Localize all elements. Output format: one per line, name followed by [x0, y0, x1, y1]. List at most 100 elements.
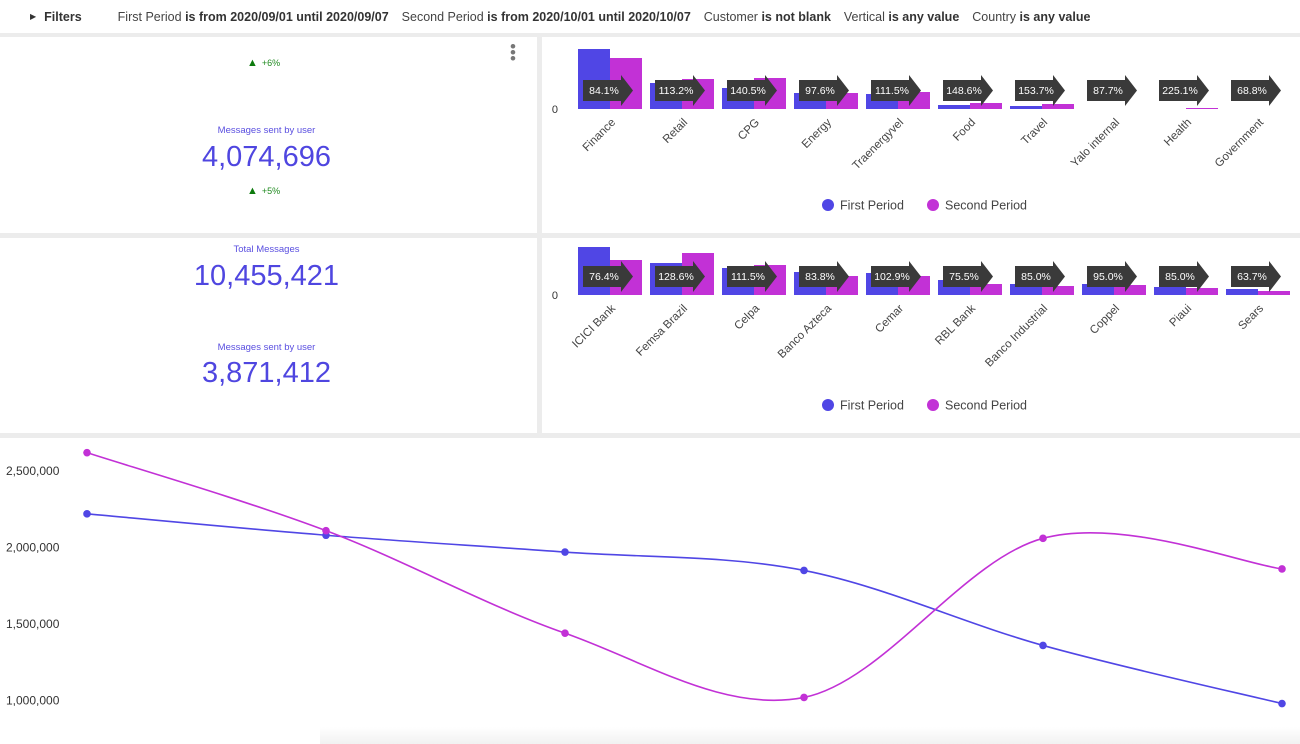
category-label: Traenergyvel [850, 117, 906, 173]
more-options-icon[interactable]: • • • [510, 37, 516, 68]
change-arrow-badge [727, 261, 777, 292]
change-arrow-badge [1159, 75, 1209, 106]
change-arrow-badge [655, 75, 705, 106]
point-second-period [83, 448, 91, 457]
change-percent-label: 111.5% [875, 85, 909, 97]
category-label: Retail [661, 117, 690, 146]
category-label: Banco Azteca [776, 302, 835, 361]
filters-title[interactable]: Filters [44, 9, 82, 24]
change-percent-label: 75.5% [949, 271, 979, 283]
total-messages-value: 10,455,421 [193, 260, 340, 292]
bar-second-period [1186, 108, 1218, 109]
delta-value: +6% [261, 58, 281, 68]
change-percent-label: 97.6% [805, 85, 835, 97]
kpi-tile-bottom: Total Messages 10,455,421 Messages sent … [0, 238, 537, 433]
change-arrow-badge [583, 261, 633, 292]
change-arrow-badge [1159, 261, 1209, 292]
filter-vertical[interactable]: Vertical is any value [843, 9, 960, 24]
vertical-bar-chart: 0 84.1% Finance 113.2% Retail 140.5% CPG 97.6% E… [552, 49, 1281, 213]
filter-customer[interactable]: Customer is not blank [703, 9, 831, 24]
category-label: Finance [581, 117, 618, 154]
y-tick-label: 1,500,000 [6, 617, 60, 631]
point-first-period [1278, 699, 1286, 708]
category-label: Banco Industrial [983, 303, 1050, 370]
change-percent-label: 225.1% [1162, 85, 1198, 97]
category-label: Energy [800, 116, 834, 150]
change-arrow-badge [1231, 75, 1281, 106]
kpi-label: Messages sent by user [217, 342, 316, 353]
category-label: Cemar [873, 303, 906, 336]
point-second-period [1039, 534, 1047, 543]
legend-label-first-period: First Period [840, 199, 904, 213]
legend-dot-second-period [927, 399, 939, 411]
change-arrow-badge [655, 261, 705, 292]
point-second-period [800, 693, 808, 702]
bar-second-period [1186, 288, 1218, 295]
delta-indicator-top: ▲ +6% [247, 57, 280, 69]
kpi-value: 4,074,696 [201, 141, 331, 173]
messages-line-chart: 1,000,000 1,500,000 2,000,000 2,500,000 [6, 448, 1286, 708]
category-label: Coppel [1088, 303, 1122, 337]
category-label: Government [1213, 116, 1267, 170]
change-arrow-badge [583, 75, 633, 106]
filter-second-period[interactable]: Second Period is from 2020/10/01 until 2… [401, 9, 691, 24]
change-percent-label: 128.6% [658, 271, 694, 283]
point-first-period [1039, 641, 1047, 650]
change-arrow-badge [1231, 261, 1281, 292]
change-percent-label: 76.4% [589, 271, 619, 283]
vertical-bar-chart-tile: 0 84.1% Finance 113.2% Retail 140.5% CPG 97.6% E… [542, 37, 1300, 233]
change-percent-label: 113.2% [659, 85, 694, 97]
point-first-period [800, 566, 808, 575]
up-arrow-icon: ▲ [247, 185, 258, 197]
change-arrow-badge [871, 75, 921, 106]
category-label: Travel [1019, 117, 1050, 148]
bar-first-period [1154, 287, 1186, 295]
category-label: CPG [736, 117, 762, 143]
change-percent-label: 68.8% [1237, 85, 1267, 97]
up-arrow-icon: ▲ [247, 57, 258, 69]
y-tick-label: 0 [552, 290, 558, 302]
change-percent-label: 85.0% [1021, 271, 1051, 283]
change-arrow-badge [799, 261, 849, 292]
change-percent-label: 87.7% [1093, 85, 1123, 97]
bar-first-period [1010, 284, 1042, 295]
kpi-label: Messages sent by user [217, 125, 316, 136]
change-arrow-badge [943, 75, 993, 106]
change-arrow-badge [1087, 261, 1137, 292]
change-arrow-badge [727, 75, 777, 106]
change-arrow-badge [871, 261, 921, 292]
filter-country[interactable]: Country is any value [972, 9, 1091, 24]
change-percent-label: 102.9% [874, 271, 910, 283]
y-tick-label: 2,000,000 [6, 541, 60, 555]
customer-bar-chart: 0 76.4% ICICI Bank 128.6% Femsa Brazil 111.5%… [552, 247, 1290, 413]
change-percent-label: 83.8% [805, 271, 835, 283]
legend-label-second-period: Second Period [945, 399, 1027, 413]
point-first-period [561, 548, 569, 556]
change-arrow-badge [1087, 75, 1137, 106]
caret-right-icon[interactable]: ▶ [30, 12, 37, 21]
change-arrow-badge [1015, 75, 1065, 106]
category-label: Celpa [732, 302, 762, 332]
customer-bar-chart-tile: 0 76.4% ICICI Bank 128.6% Femsa Brazil 111.5%… [542, 238, 1300, 433]
change-arrow-badge [943, 261, 993, 292]
point-second-period [1278, 565, 1286, 573]
bar-first-period [1082, 284, 1114, 295]
line-first-period [86, 513, 1283, 705]
bar-second-period [1114, 285, 1146, 295]
line-chart-tile: 1,000,000 1,500,000 2,000,000 2,500,000 [0, 438, 1300, 744]
filter-first-period[interactable]: First Period is from 2020/09/01 until 20… [117, 9, 389, 24]
change-percent-label: 63.7% [1237, 271, 1267, 283]
change-percent-label: 153.7% [1018, 85, 1054, 97]
change-arrow-badge [1015, 261, 1065, 292]
category-label: Health [1162, 117, 1194, 149]
category-label: ICICI Bank [570, 302, 618, 350]
filters-bar[interactable]: ▶ Filters First Period is from 2020/09/0… [0, 0, 1300, 33]
bottom-shadow [320, 727, 1300, 744]
change-percent-label: 148.6% [946, 85, 982, 97]
kpi-value: 3,871,412 [201, 357, 331, 389]
legend-dot-second-period [927, 199, 939, 211]
change-percent-label: 95.0% [1093, 271, 1123, 283]
change-percent-label: 85.0% [1165, 271, 1195, 283]
bar-second-period [1042, 286, 1074, 295]
category-label: RBL Bank [933, 302, 978, 347]
